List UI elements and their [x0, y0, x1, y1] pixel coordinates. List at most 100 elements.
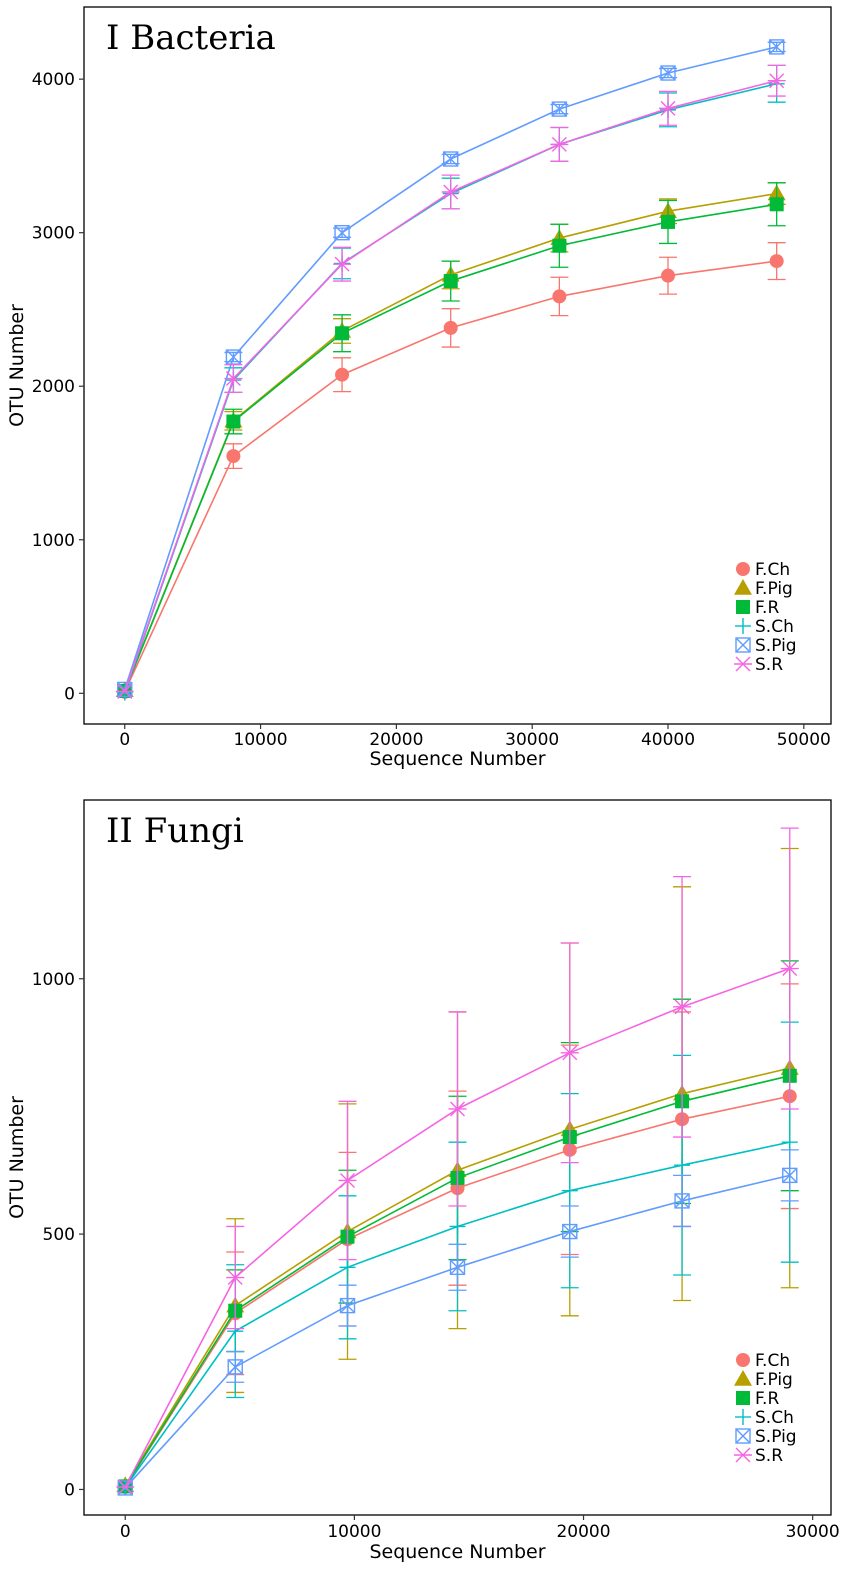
data-point: [673, 999, 692, 1015]
data-point-d2: [227, 1270, 243, 1286]
data-point: [225, 349, 242, 365]
data-point-d2: [782, 961, 798, 977]
data-point-d2: [443, 184, 459, 200]
x-tick-label: 10000: [327, 1522, 381, 1542]
data-point-d2: [674, 1193, 690, 1209]
data-point-box: [768, 39, 785, 55]
y-tick-label: 3000: [32, 224, 75, 244]
legend-key: [735, 637, 751, 653]
data-point-shape: [443, 274, 458, 289]
data-point: [338, 1172, 357, 1188]
data-point: [769, 254, 784, 269]
data-point-shape: [226, 414, 241, 429]
data-point: [441, 184, 460, 200]
data-point: [335, 367, 350, 382]
data-point: [449, 1259, 466, 1276]
data-point-shape: [335, 367, 350, 382]
data-point: [560, 1045, 579, 1061]
data-point-box: [443, 151, 459, 167]
data-point-d2: [450, 1259, 465, 1275]
y-tick-label: 2000: [32, 377, 75, 397]
data-point-d2: [334, 225, 350, 241]
data-point-d2: [340, 1172, 356, 1188]
data-point-d2: [443, 151, 459, 167]
data-point: [449, 1218, 466, 1235]
legend-key: [736, 1391, 750, 1405]
legend-key: [736, 600, 750, 614]
data-point-d2: [769, 39, 785, 55]
data-point: [227, 1359, 243, 1375]
legend-item: S.R: [734, 1446, 783, 1466]
legend-item: S.R: [734, 655, 783, 675]
legend-key-shape: [736, 1391, 750, 1405]
chart-title: II Fungi: [106, 811, 244, 851]
data-point-shape: [226, 449, 241, 464]
data-point: [339, 1259, 356, 1276]
series-s-pig: [117, 1149, 799, 1496]
legend-key-d2: [735, 656, 751, 672]
data-point-box: [117, 681, 133, 698]
legend-key-box: [735, 637, 751, 653]
x-tick-label: 30000: [786, 1522, 840, 1542]
legend-key-box: [735, 1428, 751, 1444]
data-point: [674, 1193, 690, 1209]
legend-label: F.Ch: [755, 1351, 790, 1371]
x-tick-label: 10000: [234, 730, 288, 750]
legend-label: F.Ch: [755, 560, 790, 580]
data-point: [443, 151, 459, 167]
data-point: [339, 1297, 356, 1314]
data-point: [224, 371, 243, 387]
data-point-d2: [117, 1480, 133, 1496]
data-point-d2: [117, 683, 133, 699]
data-point: [562, 1223, 578, 1240]
data-point: [333, 256, 352, 272]
data-point-d2: [117, 1479, 133, 1495]
data-point-d2: [769, 73, 785, 89]
data-point: [782, 1167, 798, 1184]
data-point: [780, 961, 799, 977]
data-point: [769, 197, 784, 212]
legend-item: S.Pig: [735, 1427, 797, 1447]
data-point-d2: [551, 136, 567, 152]
data-point-box: [449, 1259, 466, 1276]
data-point-d2: [225, 371, 241, 387]
data-point-box: [674, 1193, 690, 1209]
x-axis-label: Sequence Number: [369, 748, 545, 770]
legend-label: S.Pig: [755, 636, 797, 656]
legend-label: F.Pig: [755, 1370, 793, 1390]
data-point-box: [562, 1223, 578, 1240]
data-point: [552, 238, 567, 253]
legend-label: S.Ch: [755, 1408, 794, 1428]
chart-title: I Bacteria: [106, 18, 276, 58]
plot-frame: [83, 6, 832, 725]
x-tick-label: 0: [119, 730, 130, 750]
legend-item: F.R: [736, 598, 779, 618]
legend-key: [734, 656, 752, 672]
data-point-d2: [227, 1359, 243, 1375]
data-point-d2: [562, 1224, 578, 1240]
legend-key: [734, 1447, 752, 1463]
data-point-d2: [660, 100, 676, 116]
data-point: [768, 39, 785, 55]
series-s-pig: [117, 39, 786, 698]
legend-label: S.Pig: [755, 1427, 797, 1447]
y-tick-label: 1000: [32, 970, 75, 990]
data-point-d2: [340, 1298, 356, 1314]
data-point-box: [660, 65, 676, 81]
y-tick-label: 4000: [32, 70, 75, 90]
data-point: [767, 73, 786, 89]
data-point: [781, 1134, 798, 1151]
data-point: [550, 136, 569, 152]
legend-label: F.R: [755, 598, 779, 618]
data-point-d2: [660, 65, 676, 81]
legend-key-shape: [736, 600, 750, 614]
data-point-shape: [552, 238, 567, 253]
data-point: [448, 1101, 467, 1117]
legend-key-d2: [735, 1447, 751, 1463]
data-point: [661, 268, 676, 283]
legend-key-shape: [736, 1353, 750, 1367]
legend-key-shape: [734, 1370, 752, 1386]
data-point-box: [339, 1297, 356, 1314]
data-point-shape: [552, 289, 567, 304]
y-tick-label: 0: [64, 684, 75, 704]
